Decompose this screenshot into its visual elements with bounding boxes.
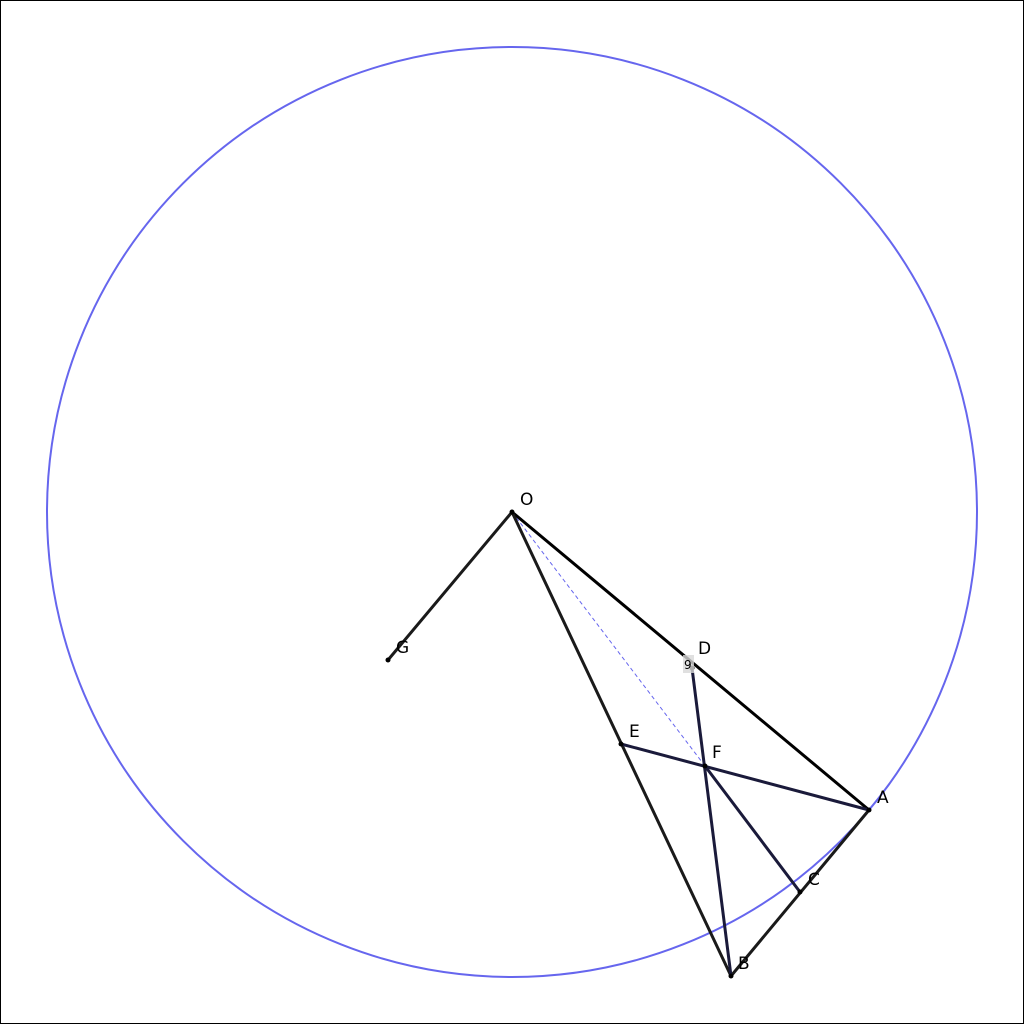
point-o [509, 509, 515, 515]
circle-o [46, 46, 978, 978]
angle-mark-d [683, 655, 694, 673]
point-f [702, 763, 708, 769]
point-label-b: B [738, 954, 750, 974]
point-label-o: O [520, 490, 533, 510]
point-label-c: C [808, 870, 820, 890]
segment-og [386, 510, 514, 662]
segment-db [690, 666, 733, 978]
point-c [797, 889, 803, 895]
point-e [618, 741, 624, 747]
point-label-g: G [396, 638, 409, 658]
point-a [866, 807, 872, 813]
point-g [385, 657, 391, 663]
point-b [728, 973, 734, 979]
point-label-f: F [712, 743, 722, 763]
segment-fc [703, 764, 802, 894]
point-label-a: A [877, 788, 889, 808]
point-label-d: D [698, 639, 711, 659]
point-label-e: E [629, 722, 640, 742]
angle-label-d: 9 [684, 658, 692, 672]
segment-ea [619, 742, 871, 812]
